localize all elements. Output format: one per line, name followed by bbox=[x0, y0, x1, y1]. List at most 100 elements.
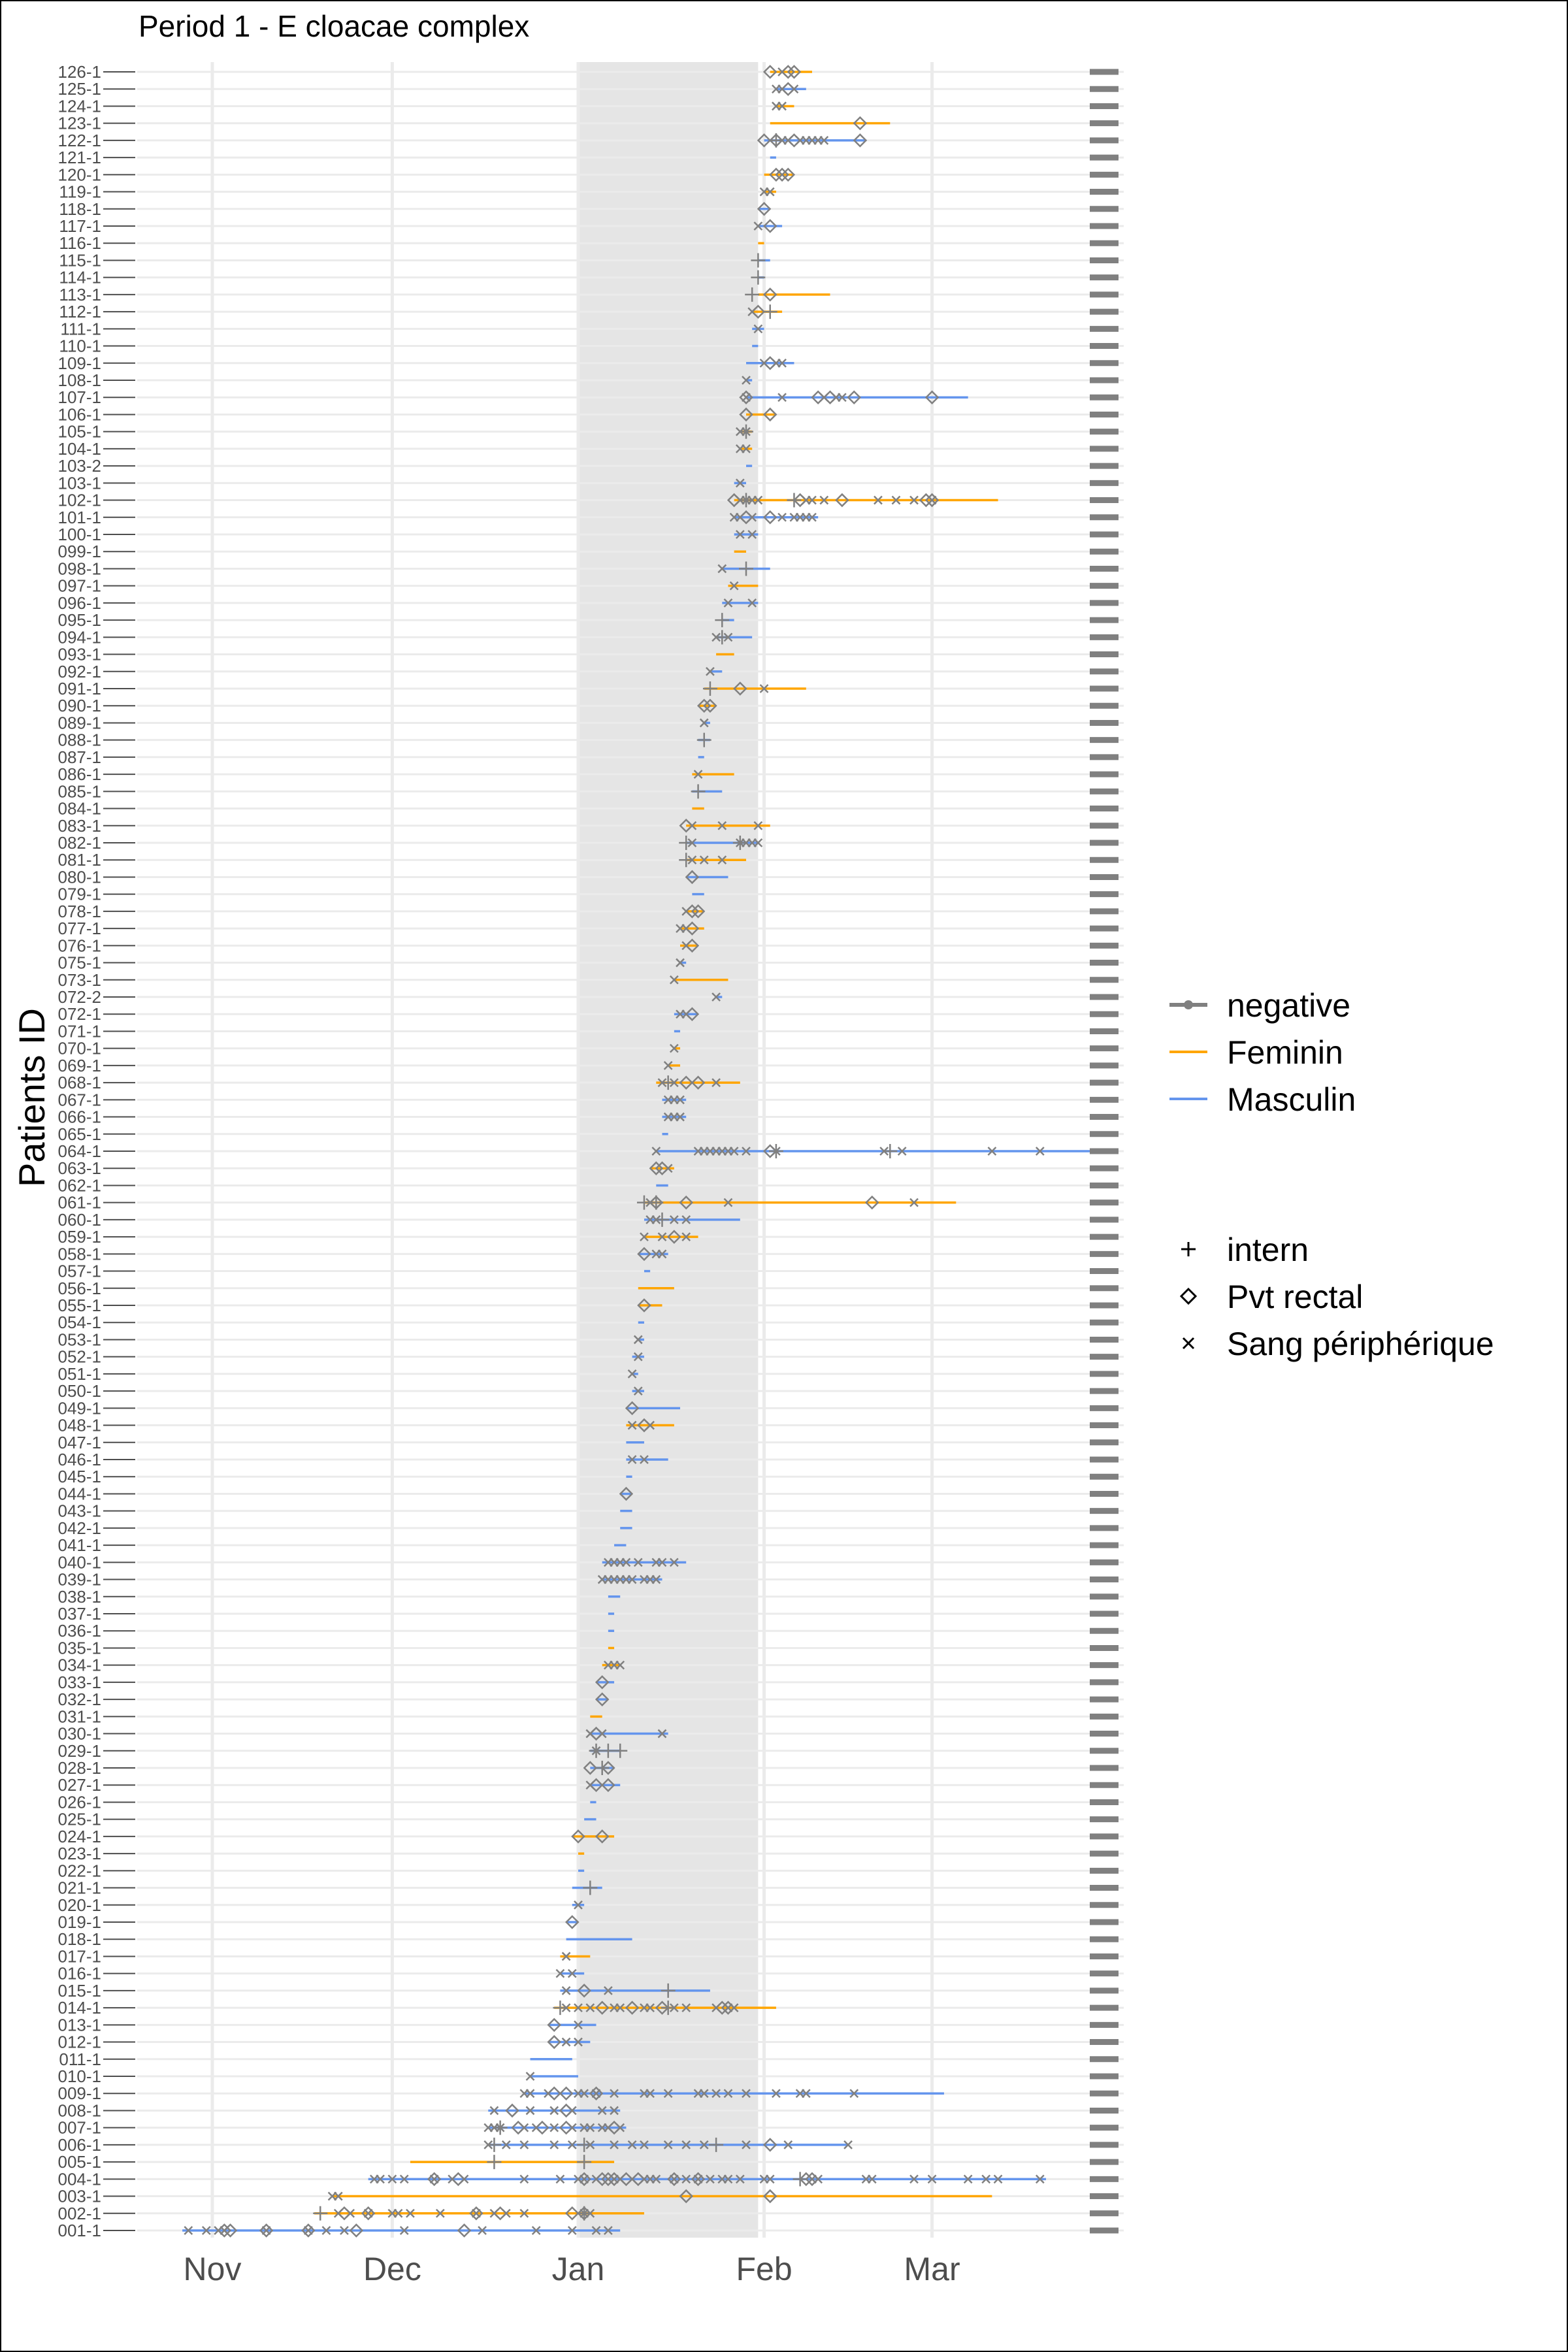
y-tick-label: 042-1 bbox=[58, 1518, 102, 1538]
y-tick-label: 028-1 bbox=[58, 1758, 102, 1778]
y-tick-label: 073-1 bbox=[58, 970, 102, 990]
marker-sang-peripherique bbox=[574, 2037, 583, 2047]
marker-sang-peripherique bbox=[574, 2020, 583, 2030]
marker-pvt-rectal bbox=[595, 1829, 610, 1844]
marker-pvt-rectal bbox=[769, 167, 783, 182]
y-tick-label: 123-1 bbox=[58, 114, 102, 133]
legend-label-masculin: Masculin bbox=[1227, 1081, 1356, 1118]
marker-pvt-rectal bbox=[589, 2086, 604, 2100]
marker-pvt-rectal bbox=[739, 407, 753, 422]
marker-sang-peripherique bbox=[669, 975, 679, 985]
marker-sang-peripherique bbox=[681, 2003, 691, 2012]
marker-sang-peripherique bbox=[555, 1968, 565, 1978]
marker-sang-peripherique bbox=[723, 598, 733, 608]
marker-pvt-rectal bbox=[762, 287, 777, 302]
y-tick-label: 036-1 bbox=[58, 1621, 102, 1641]
marker-sang-peripherique bbox=[777, 101, 787, 111]
y-tick-label: 057-1 bbox=[58, 1262, 102, 1281]
y-tick-label: 047-1 bbox=[58, 1433, 102, 1452]
legend-label-sang-peripherique: Sang périphérique bbox=[1227, 1326, 1494, 1362]
marker-sang-peripherique bbox=[549, 2140, 559, 2149]
marker-sang-peripherique bbox=[645, 1420, 655, 1430]
marker-sang-peripherique bbox=[813, 2174, 823, 2184]
y-tick-label: 035-1 bbox=[58, 1638, 102, 1658]
marker-pvt-rectal bbox=[595, 1692, 610, 1707]
marker-sang-peripherique bbox=[742, 393, 751, 402]
marker-pvt-rectal bbox=[559, 2086, 574, 2100]
marker-sang-peripherique bbox=[663, 2140, 673, 2149]
marker-sang-peripherique bbox=[531, 2123, 541, 2132]
marker-sang-peripherique bbox=[597, 2106, 607, 2115]
y-tick-label: 053-1 bbox=[58, 1330, 102, 1349]
marker-sang-peripherique bbox=[615, 2174, 625, 2184]
y-tick-label: 124-1 bbox=[58, 96, 102, 116]
marker-sang-peripherique bbox=[615, 2123, 625, 2132]
marker-sang-peripherique bbox=[706, 2174, 715, 2184]
y-tick-label: 118-1 bbox=[59, 199, 101, 219]
marker-pvt-rectal bbox=[547, 2034, 562, 2050]
marker-intern bbox=[649, 1195, 664, 1210]
marker-sang-peripherique bbox=[735, 512, 745, 522]
marker-pvt-rectal bbox=[762, 407, 777, 422]
marker-sang-peripherique bbox=[567, 2106, 577, 2115]
y-tick-label: 063-1 bbox=[58, 1158, 102, 1178]
marker-sang-peripherique bbox=[567, 2123, 577, 2132]
y-tick-label: 072-2 bbox=[58, 987, 102, 1007]
marker-pvt-rectal bbox=[547, 2017, 562, 2033]
marker-pvt-rectal bbox=[667, 2172, 681, 2187]
y-tick-label: 046-1 bbox=[58, 1450, 102, 1469]
marker-pvt-rectal bbox=[505, 2103, 519, 2118]
y-tick-label: 034-1 bbox=[58, 1656, 102, 1675]
x-tick-label: Nov bbox=[184, 2251, 242, 2287]
marker-sang-peripherique bbox=[663, 2089, 673, 2099]
x-tick-label: Feb bbox=[736, 2251, 792, 2287]
marker-sang-peripherique bbox=[742, 444, 751, 453]
marker-sang-peripherique bbox=[376, 2174, 385, 2184]
y-tick-label: 043-1 bbox=[58, 1501, 102, 1521]
y-tick-label: 065-1 bbox=[58, 1124, 102, 1144]
y-tick-label: 091-1 bbox=[58, 679, 102, 698]
marker-sang-peripherique bbox=[747, 598, 757, 608]
marker-pvt-rectal bbox=[625, 2001, 640, 2015]
y-tick-label: 111-1 bbox=[60, 319, 101, 338]
marker-intern bbox=[792, 2172, 808, 2187]
y-tick-label: 010-1 bbox=[58, 2066, 102, 2086]
marker-pvt-rectal bbox=[361, 2206, 376, 2221]
marker-sang-peripherique bbox=[525, 2089, 535, 2099]
legend-key-negative-dot bbox=[1184, 1000, 1193, 1009]
y-tick-label: 007-1 bbox=[58, 2118, 102, 2138]
marker-sang-peripherique bbox=[699, 2089, 709, 2099]
marker-sang-peripherique bbox=[591, 2089, 601, 2099]
marker-sang-peripherique bbox=[693, 770, 703, 779]
marker-intern bbox=[577, 2206, 592, 2221]
marker-sang-peripherique bbox=[610, 2089, 619, 2099]
marker-sang-peripherique bbox=[525, 2106, 535, 2115]
y-tick-label: 069-1 bbox=[58, 1056, 102, 1075]
y-tick-label: 018-1 bbox=[58, 1929, 102, 1949]
marker-intern bbox=[739, 493, 754, 508]
marker-sang-peripherique bbox=[574, 1900, 583, 1910]
marker-sang-peripherique bbox=[819, 393, 829, 402]
marker-sang-peripherique bbox=[993, 2174, 1003, 2184]
y-tick-label: 096-1 bbox=[58, 593, 102, 613]
x-tick-label: Mar bbox=[904, 2251, 960, 2287]
marker-sang-peripherique bbox=[585, 2003, 595, 2012]
marker-pvt-rectal bbox=[679, 2189, 693, 2204]
marker-sang-peripherique bbox=[603, 2226, 613, 2235]
y-tick-label: 110-1 bbox=[59, 336, 101, 356]
marker-sang-peripherique bbox=[843, 2140, 853, 2149]
marker-sang-peripherique bbox=[681, 924, 691, 933]
legend-key-intern bbox=[1181, 1242, 1196, 1256]
marker-sang-peripherique bbox=[399, 2174, 409, 2184]
marker-intern bbox=[577, 2155, 592, 2170]
marker-sang-peripherique bbox=[783, 2140, 793, 2149]
y-tick-label: 089-1 bbox=[58, 713, 102, 732]
y-tick-label: 009-1 bbox=[58, 2083, 102, 2103]
marker-sang-peripherique bbox=[711, 992, 721, 1002]
marker-sang-peripherique bbox=[303, 2226, 313, 2235]
marker-intern bbox=[709, 2137, 724, 2152]
marker-sang-peripherique bbox=[699, 718, 709, 728]
marker-sang-peripherique bbox=[633, 1558, 643, 1567]
y-tick-label: 013-1 bbox=[58, 2015, 102, 2034]
marker-sang-peripherique bbox=[669, 1043, 679, 1053]
